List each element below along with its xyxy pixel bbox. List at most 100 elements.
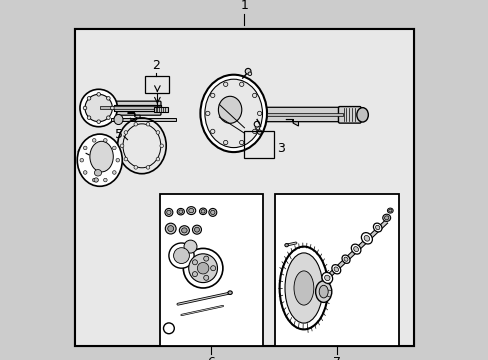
Ellipse shape xyxy=(201,210,204,213)
Circle shape xyxy=(203,275,208,280)
Ellipse shape xyxy=(284,243,288,247)
Bar xyxy=(154,107,168,112)
Circle shape xyxy=(87,116,91,120)
Ellipse shape xyxy=(356,108,367,122)
Circle shape xyxy=(94,178,98,182)
Circle shape xyxy=(183,240,197,253)
Ellipse shape xyxy=(361,233,372,244)
Ellipse shape xyxy=(77,134,122,186)
FancyBboxPatch shape xyxy=(265,107,343,122)
Circle shape xyxy=(205,111,209,116)
Ellipse shape xyxy=(364,235,369,241)
Circle shape xyxy=(106,96,110,100)
Bar xyxy=(244,131,274,158)
Ellipse shape xyxy=(279,247,327,329)
Circle shape xyxy=(110,106,114,110)
Ellipse shape xyxy=(192,225,201,234)
Circle shape xyxy=(156,157,160,161)
Ellipse shape xyxy=(227,291,232,294)
Text: 7: 7 xyxy=(332,356,341,360)
Ellipse shape xyxy=(177,208,184,215)
FancyBboxPatch shape xyxy=(338,107,361,123)
Ellipse shape xyxy=(94,170,102,176)
Ellipse shape xyxy=(179,210,183,213)
Circle shape xyxy=(83,106,87,110)
Ellipse shape xyxy=(382,214,390,221)
Polygon shape xyxy=(127,113,140,120)
Circle shape xyxy=(257,111,261,116)
Circle shape xyxy=(120,144,123,148)
Text: 2: 2 xyxy=(152,59,160,72)
Ellipse shape xyxy=(167,226,173,231)
Ellipse shape xyxy=(341,255,349,264)
Ellipse shape xyxy=(199,208,206,215)
Circle shape xyxy=(210,266,215,271)
Circle shape xyxy=(197,262,208,274)
Circle shape xyxy=(92,139,96,142)
Ellipse shape xyxy=(333,267,338,271)
Ellipse shape xyxy=(388,209,391,212)
Circle shape xyxy=(239,82,244,86)
Ellipse shape xyxy=(194,227,199,232)
Ellipse shape xyxy=(373,223,381,232)
Circle shape xyxy=(247,72,251,76)
Circle shape xyxy=(192,271,197,276)
Polygon shape xyxy=(285,120,298,126)
Circle shape xyxy=(103,139,107,142)
Ellipse shape xyxy=(321,273,332,283)
Circle shape xyxy=(134,166,137,169)
Circle shape xyxy=(134,122,137,126)
Ellipse shape xyxy=(165,223,176,234)
Ellipse shape xyxy=(208,208,216,216)
Text: 4: 4 xyxy=(76,144,84,157)
Circle shape xyxy=(97,120,101,123)
Ellipse shape xyxy=(319,285,327,298)
Circle shape xyxy=(106,116,110,120)
Circle shape xyxy=(244,68,250,74)
Circle shape xyxy=(112,171,116,174)
Bar xyxy=(114,105,161,111)
Bar xyxy=(75,29,413,346)
Circle shape xyxy=(210,129,214,134)
Circle shape xyxy=(210,93,214,98)
Ellipse shape xyxy=(344,257,347,261)
Bar xyxy=(75,29,413,346)
Circle shape xyxy=(156,131,160,134)
Circle shape xyxy=(188,254,217,283)
Ellipse shape xyxy=(293,271,313,305)
Circle shape xyxy=(168,243,194,268)
Ellipse shape xyxy=(350,244,360,254)
Ellipse shape xyxy=(210,210,215,215)
Circle shape xyxy=(116,158,120,162)
Ellipse shape xyxy=(166,210,171,215)
Ellipse shape xyxy=(188,208,193,213)
Circle shape xyxy=(173,248,189,264)
Circle shape xyxy=(92,178,96,182)
Text: 6: 6 xyxy=(207,356,215,360)
Circle shape xyxy=(124,131,127,134)
Circle shape xyxy=(112,146,116,150)
Circle shape xyxy=(160,144,163,148)
Circle shape xyxy=(97,93,101,96)
Circle shape xyxy=(223,82,227,86)
Bar xyxy=(114,105,161,111)
Ellipse shape xyxy=(353,247,358,252)
Circle shape xyxy=(83,146,87,150)
Bar xyxy=(111,118,176,121)
Bar xyxy=(160,194,262,346)
Ellipse shape xyxy=(324,275,329,281)
Ellipse shape xyxy=(285,253,322,323)
Circle shape xyxy=(183,248,223,288)
Ellipse shape xyxy=(218,96,241,123)
Bar xyxy=(101,106,160,109)
Circle shape xyxy=(252,93,256,98)
Circle shape xyxy=(124,157,127,161)
Bar xyxy=(145,76,168,93)
Circle shape xyxy=(239,140,244,145)
Circle shape xyxy=(146,166,149,169)
Circle shape xyxy=(192,260,197,265)
Circle shape xyxy=(146,122,149,126)
Circle shape xyxy=(257,130,261,134)
Circle shape xyxy=(252,129,256,134)
Circle shape xyxy=(85,94,112,122)
